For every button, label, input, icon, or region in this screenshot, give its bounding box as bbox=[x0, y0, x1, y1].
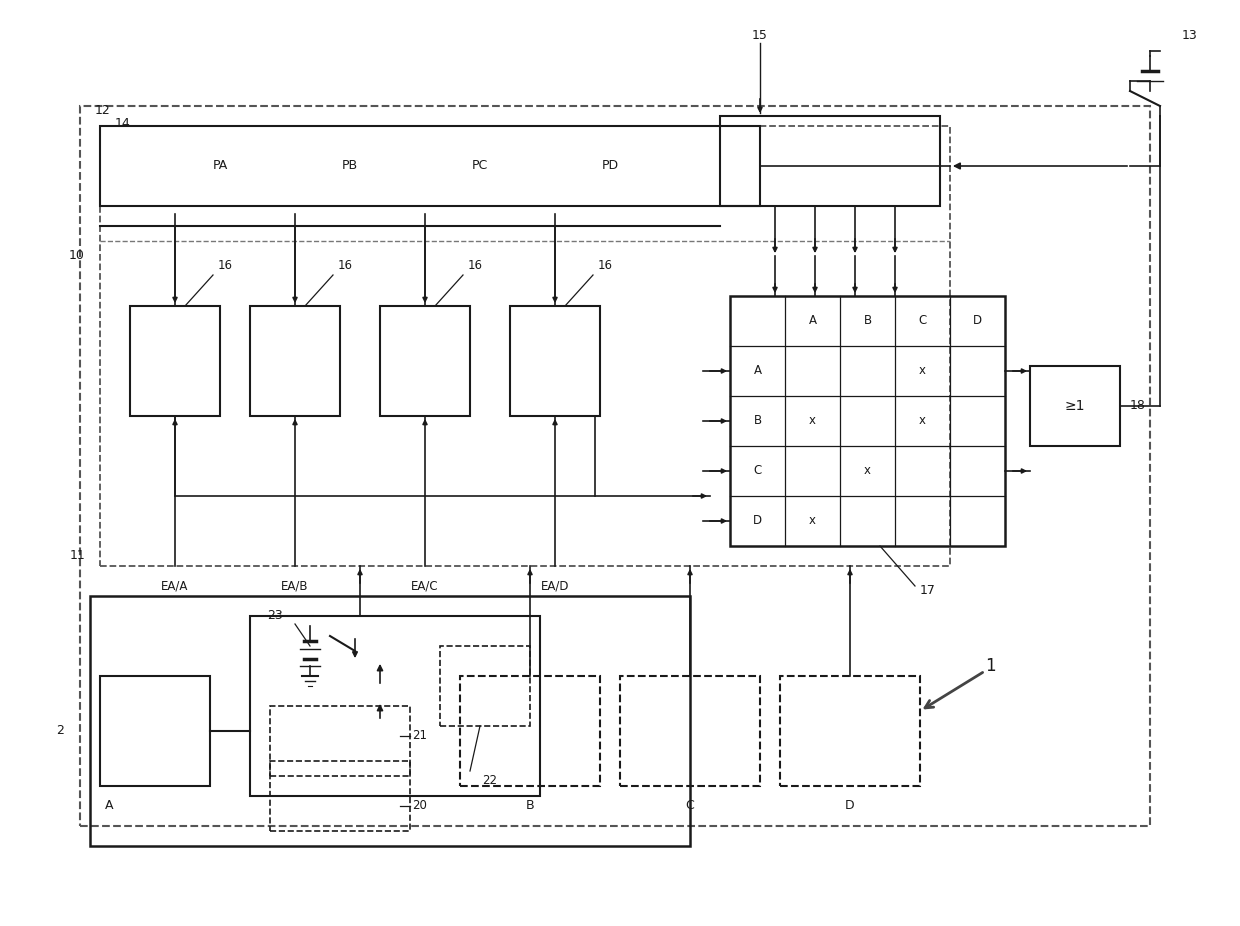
Text: B: B bbox=[526, 799, 534, 812]
Bar bbox=[81, 106, 1149, 826]
Bar bbox=[270, 761, 410, 831]
Text: D: D bbox=[753, 515, 763, 528]
Text: ≥1: ≥1 bbox=[1065, 399, 1085, 413]
Bar bbox=[780, 676, 920, 786]
Bar bbox=[250, 616, 539, 796]
Text: 23: 23 bbox=[267, 609, 283, 622]
Text: A: A bbox=[754, 365, 761, 378]
Text: D: D bbox=[846, 799, 854, 812]
Bar bbox=[270, 706, 410, 776]
Text: 16: 16 bbox=[598, 259, 613, 272]
Text: x: x bbox=[864, 465, 870, 478]
Bar bbox=[379, 306, 470, 416]
Text: C: C bbox=[686, 799, 694, 812]
Bar bbox=[460, 676, 600, 786]
Text: 2: 2 bbox=[56, 724, 64, 737]
Text: 12: 12 bbox=[95, 105, 110, 118]
Text: x: x bbox=[808, 515, 816, 528]
Text: B: B bbox=[863, 315, 872, 328]
Bar bbox=[440, 646, 529, 726]
Bar bbox=[720, 116, 940, 206]
Text: EA/B: EA/B bbox=[281, 580, 309, 593]
Text: EA/A: EA/A bbox=[161, 580, 188, 593]
Bar bbox=[250, 306, 340, 416]
Text: 16: 16 bbox=[337, 259, 352, 272]
Bar bbox=[730, 296, 1004, 546]
Text: PD: PD bbox=[601, 159, 619, 172]
Text: 17: 17 bbox=[920, 584, 936, 597]
Text: 16: 16 bbox=[217, 259, 233, 272]
Text: EA/D: EA/D bbox=[541, 580, 569, 593]
Bar bbox=[510, 306, 600, 416]
Text: x: x bbox=[808, 415, 816, 428]
Text: 1: 1 bbox=[985, 657, 996, 675]
Bar bbox=[620, 676, 760, 786]
Text: C: C bbox=[754, 465, 761, 478]
Text: x: x bbox=[919, 415, 926, 428]
Text: 11: 11 bbox=[69, 549, 86, 562]
Text: 16: 16 bbox=[467, 259, 482, 272]
Bar bbox=[100, 126, 760, 206]
Text: 13: 13 bbox=[1182, 30, 1198, 43]
Text: 14: 14 bbox=[115, 118, 130, 131]
Bar bbox=[91, 596, 689, 846]
Text: x: x bbox=[919, 365, 926, 378]
Text: 10: 10 bbox=[69, 249, 86, 262]
Bar bbox=[100, 676, 210, 786]
Bar bbox=[130, 306, 219, 416]
Text: D: D bbox=[973, 315, 982, 328]
Bar bbox=[100, 126, 950, 566]
Text: PB: PB bbox=[342, 159, 358, 172]
Text: 22: 22 bbox=[482, 774, 497, 787]
Text: A: A bbox=[808, 315, 816, 328]
Text: PC: PC bbox=[472, 159, 489, 172]
Bar bbox=[1030, 366, 1120, 446]
Text: PA: PA bbox=[212, 159, 228, 172]
Text: EA/C: EA/C bbox=[412, 580, 439, 593]
Text: C: C bbox=[919, 315, 926, 328]
Text: 15: 15 bbox=[753, 30, 768, 43]
Text: A: A bbox=[105, 799, 114, 812]
Text: 20: 20 bbox=[413, 799, 428, 812]
Text: 18: 18 bbox=[1130, 399, 1146, 412]
Text: 21: 21 bbox=[413, 730, 428, 743]
Text: B: B bbox=[754, 415, 761, 428]
